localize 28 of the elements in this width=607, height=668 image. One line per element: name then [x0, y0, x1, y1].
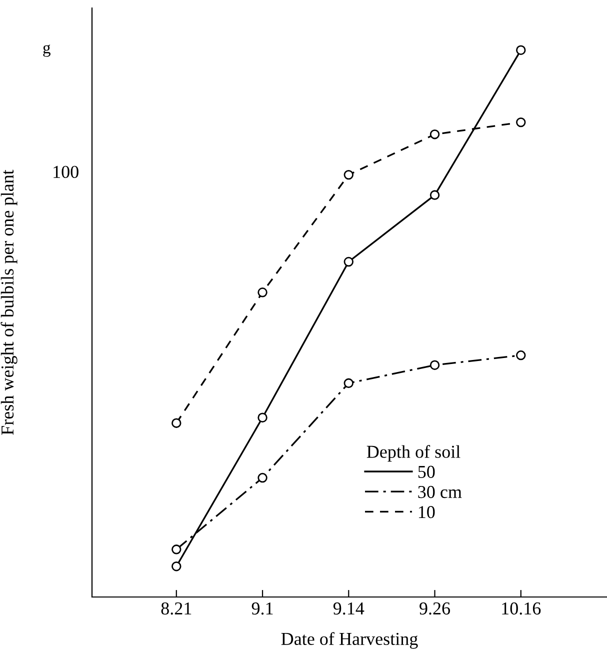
point — [516, 350, 526, 360]
point — [516, 45, 526, 55]
legend-label: 10 — [418, 506, 435, 518]
point — [430, 190, 440, 200]
legend-label: 30 cm — [418, 486, 462, 498]
x-axis-title: Date of Harvesting — [281, 632, 418, 649]
point — [516, 117, 526, 128]
point — [258, 412, 268, 422]
point — [430, 360, 440, 370]
point — [258, 288, 268, 298]
point — [172, 544, 182, 554]
text: g — [43, 44, 50, 57]
x-tick-label: 10.16 — [502, 602, 541, 615]
x-tick-label: 9.14 — [333, 602, 364, 615]
point — [172, 418, 182, 428]
text: 100 — [54, 166, 78, 178]
point — [344, 378, 354, 388]
x-tick-label: 8.21 — [161, 602, 192, 615]
point — [172, 562, 182, 572]
point — [430, 129, 440, 140]
point — [344, 170, 354, 180]
x-tick-label: 9.26 — [420, 602, 450, 615]
point — [258, 472, 268, 483]
point — [344, 256, 354, 267]
legend-label: 50 — [418, 466, 435, 478]
legend-title: Depth of soil — [366, 445, 460, 462]
y-axis-title: Fresh weight of bulbils per one plant — [0, 170, 18, 435]
x-tick-label: 9.1 — [252, 602, 273, 615]
